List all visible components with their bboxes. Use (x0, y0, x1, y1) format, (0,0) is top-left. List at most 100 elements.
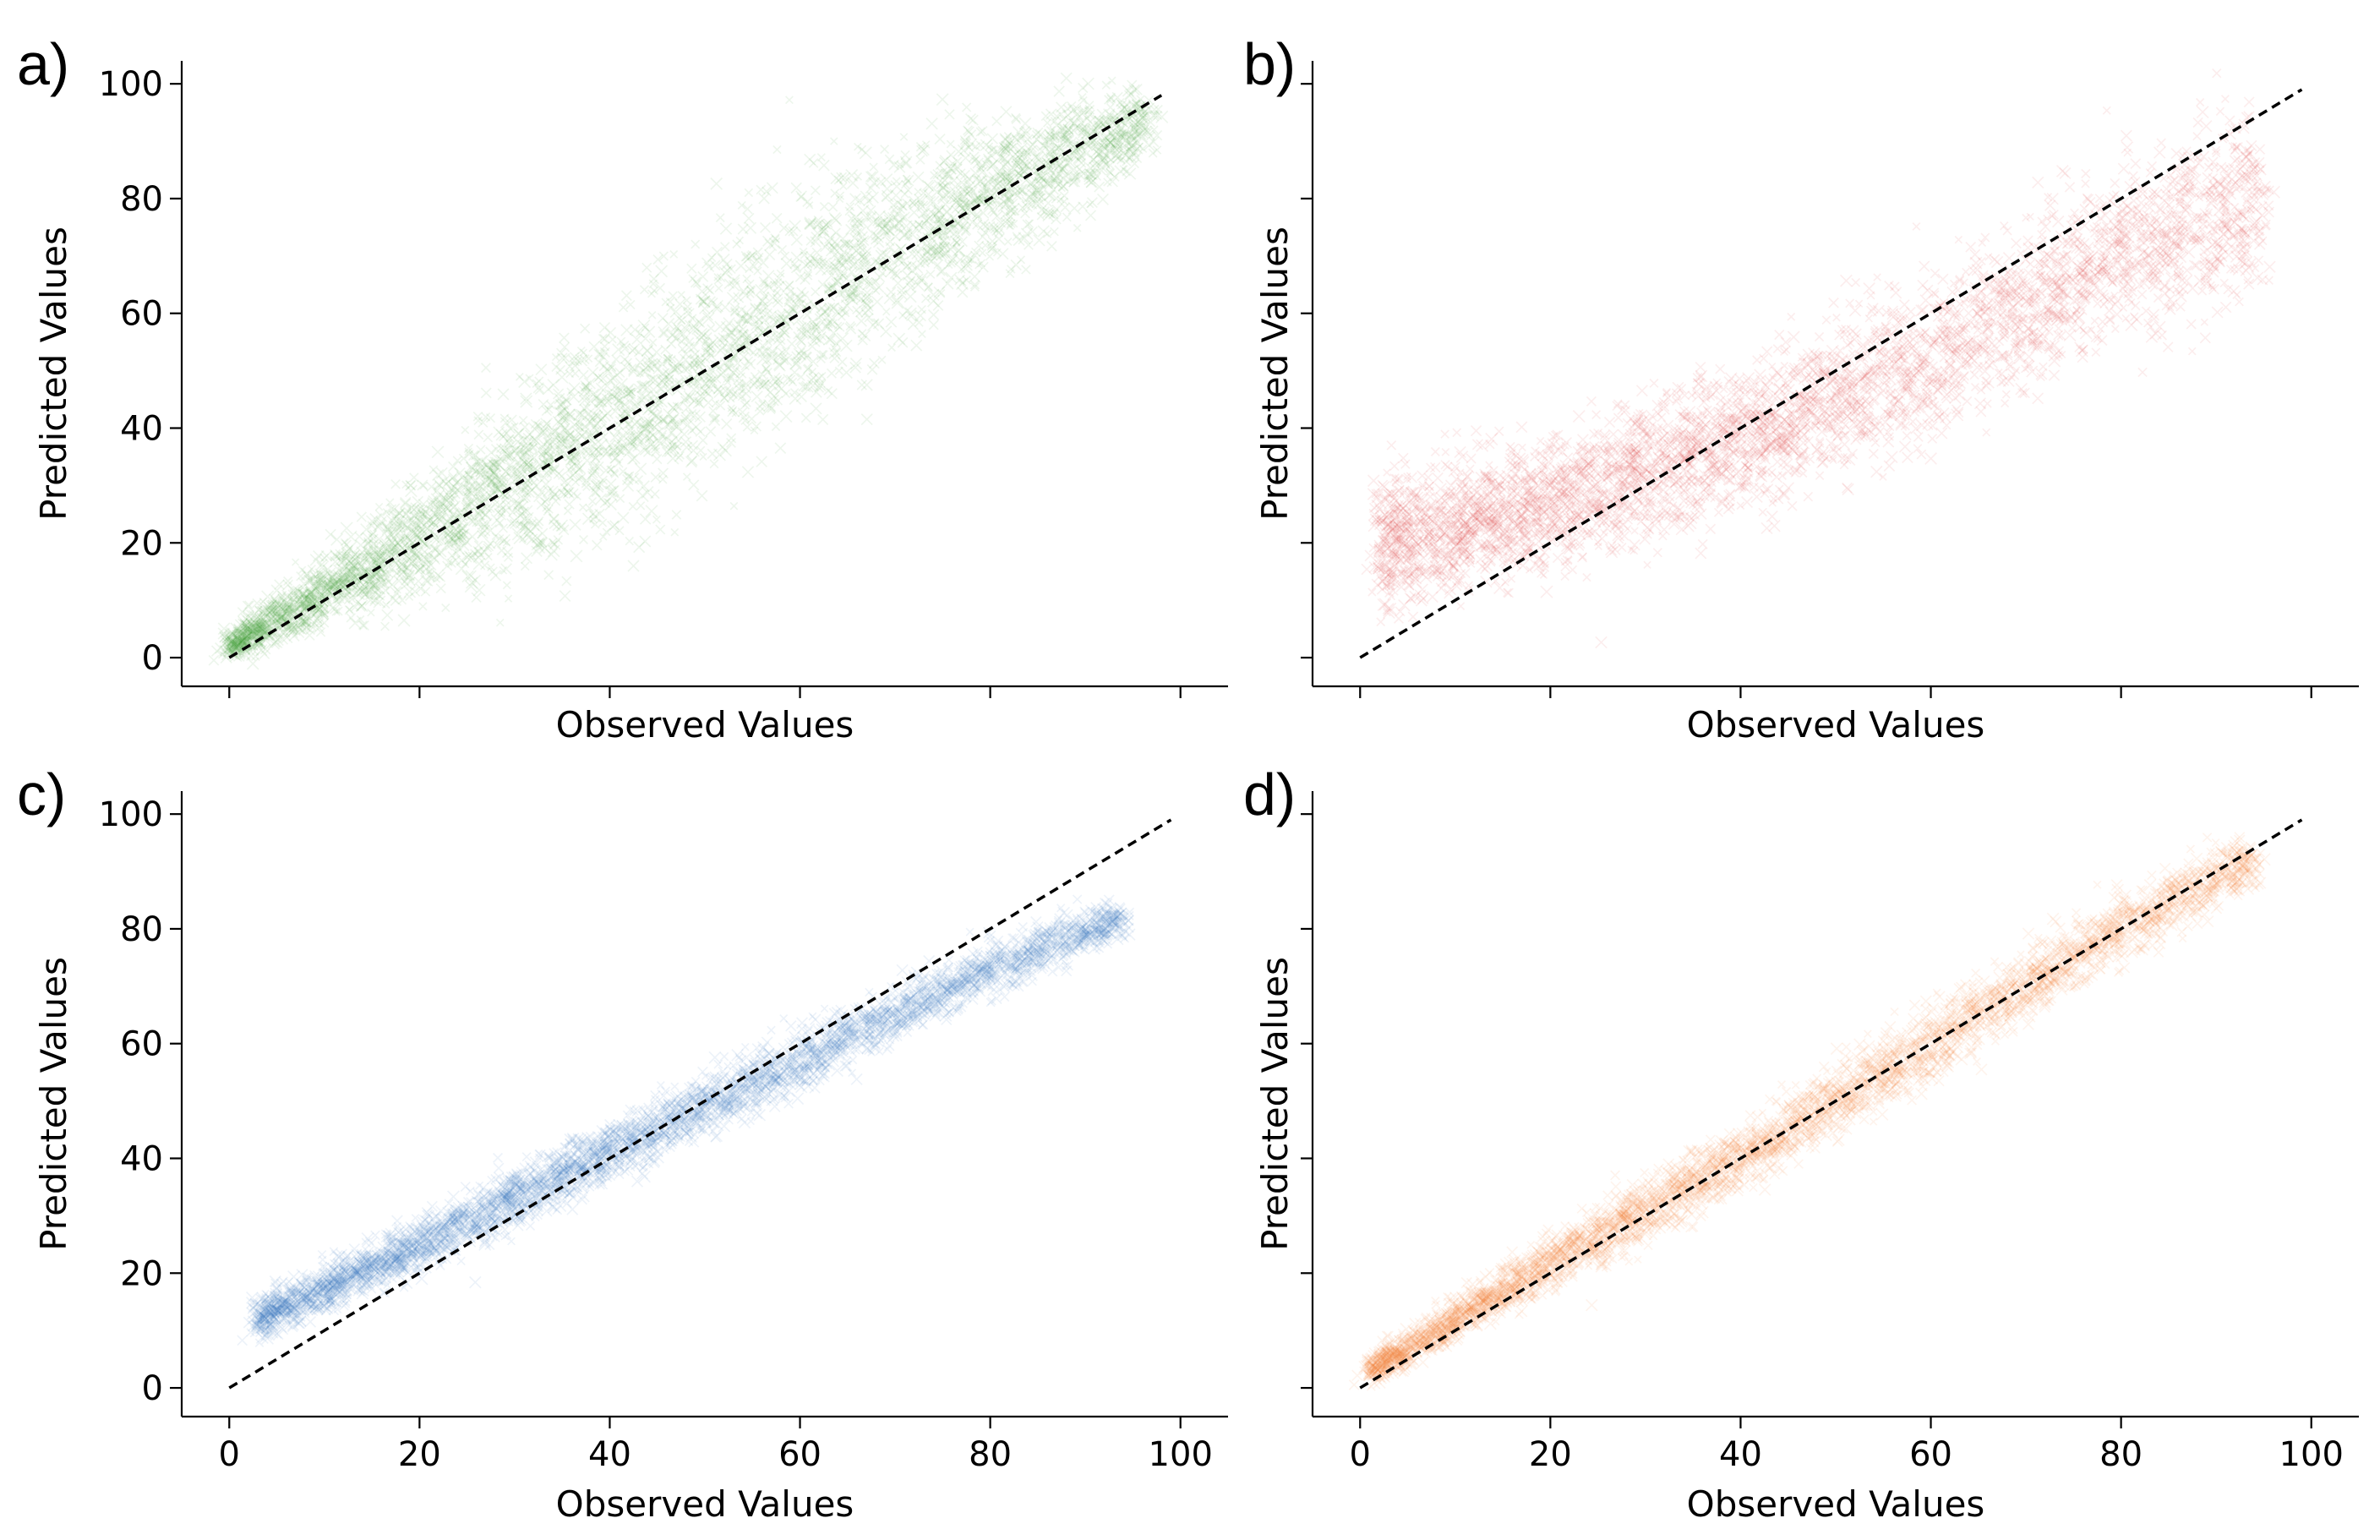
data-point (1515, 421, 1528, 434)
data-point (1073, 162, 1086, 176)
data-point (1100, 150, 1113, 162)
data-point (971, 247, 981, 258)
data-point (804, 153, 816, 166)
data-point (744, 188, 754, 198)
data-point (629, 438, 638, 446)
data-point (810, 402, 822, 415)
data-point (229, 640, 239, 650)
data-point (746, 251, 756, 261)
data-point (822, 236, 835, 248)
data-point (765, 351, 778, 364)
data-point (626, 387, 636, 397)
data-point (604, 485, 617, 498)
data-point (810, 236, 822, 248)
data-point (705, 426, 717, 437)
data-point (1007, 162, 1021, 176)
data-point (541, 445, 553, 457)
data-point (1426, 462, 1436, 472)
data-point (454, 527, 464, 538)
data-point (478, 524, 491, 537)
data-point (1132, 129, 1142, 140)
data-point (570, 369, 580, 378)
data-point (434, 489, 445, 501)
data-point (614, 395, 626, 407)
data-point (473, 546, 483, 555)
data-point (417, 479, 429, 491)
data-point (343, 585, 355, 598)
data-point (474, 517, 484, 527)
data-point (818, 159, 830, 172)
data-point (253, 620, 265, 632)
data-point (325, 528, 336, 540)
data-point (1115, 145, 1123, 153)
data-point (278, 596, 290, 608)
data-point (1131, 119, 1140, 129)
data-point (412, 520, 422, 531)
data-point (1026, 199, 1038, 210)
data-point (413, 576, 423, 587)
data-point (598, 322, 611, 334)
data-point (617, 511, 630, 524)
data-point (732, 276, 740, 286)
data-point (696, 390, 707, 402)
data-point (965, 113, 977, 124)
data-point (1014, 152, 1024, 163)
data-point (954, 208, 967, 221)
data-point (402, 569, 415, 582)
data-point (935, 242, 943, 250)
data-point (614, 367, 625, 378)
data-point (907, 319, 920, 330)
data-point (276, 613, 287, 623)
data-point (882, 308, 891, 316)
data-point (256, 616, 265, 625)
data-point (210, 645, 223, 657)
data-point (364, 576, 375, 587)
data-point (656, 358, 668, 369)
data-point (227, 636, 237, 647)
data-point (1112, 150, 1126, 164)
data-point (418, 526, 427, 535)
data-point (975, 163, 985, 172)
data-point (521, 461, 533, 473)
data-point (563, 487, 571, 495)
data-point (783, 292, 797, 305)
data-point (753, 266, 762, 276)
data-point (429, 465, 439, 475)
data-point (342, 591, 352, 599)
data-point (1073, 223, 1082, 232)
data-point (2120, 129, 2132, 142)
data-point (237, 636, 246, 645)
data-point (2102, 106, 2111, 115)
data-point (652, 358, 662, 367)
data-point (356, 511, 367, 522)
data-point (944, 109, 955, 120)
data-point (252, 614, 265, 626)
data-point (930, 243, 943, 257)
data-point (850, 233, 860, 243)
data-point (875, 249, 887, 261)
data-point (938, 174, 951, 187)
data-point (870, 236, 879, 245)
data-point (1913, 431, 1924, 442)
data-point (548, 513, 560, 526)
data-point (567, 470, 578, 481)
data-point (456, 471, 469, 484)
data-point (817, 371, 827, 380)
data-point (354, 532, 364, 542)
data-point (441, 516, 455, 529)
data-point (756, 184, 767, 195)
data-point (641, 344, 654, 357)
data-point (532, 537, 545, 549)
data-point (515, 373, 524, 381)
data-point (230, 642, 243, 654)
data-point (540, 418, 554, 431)
data-point (401, 480, 411, 489)
data-point (953, 238, 961, 248)
data-point (829, 243, 840, 254)
data-point (472, 583, 486, 597)
data-point (518, 415, 528, 425)
data-point (951, 216, 964, 230)
data-point (1032, 150, 1045, 162)
data-point (433, 498, 445, 510)
data-point (315, 607, 329, 620)
